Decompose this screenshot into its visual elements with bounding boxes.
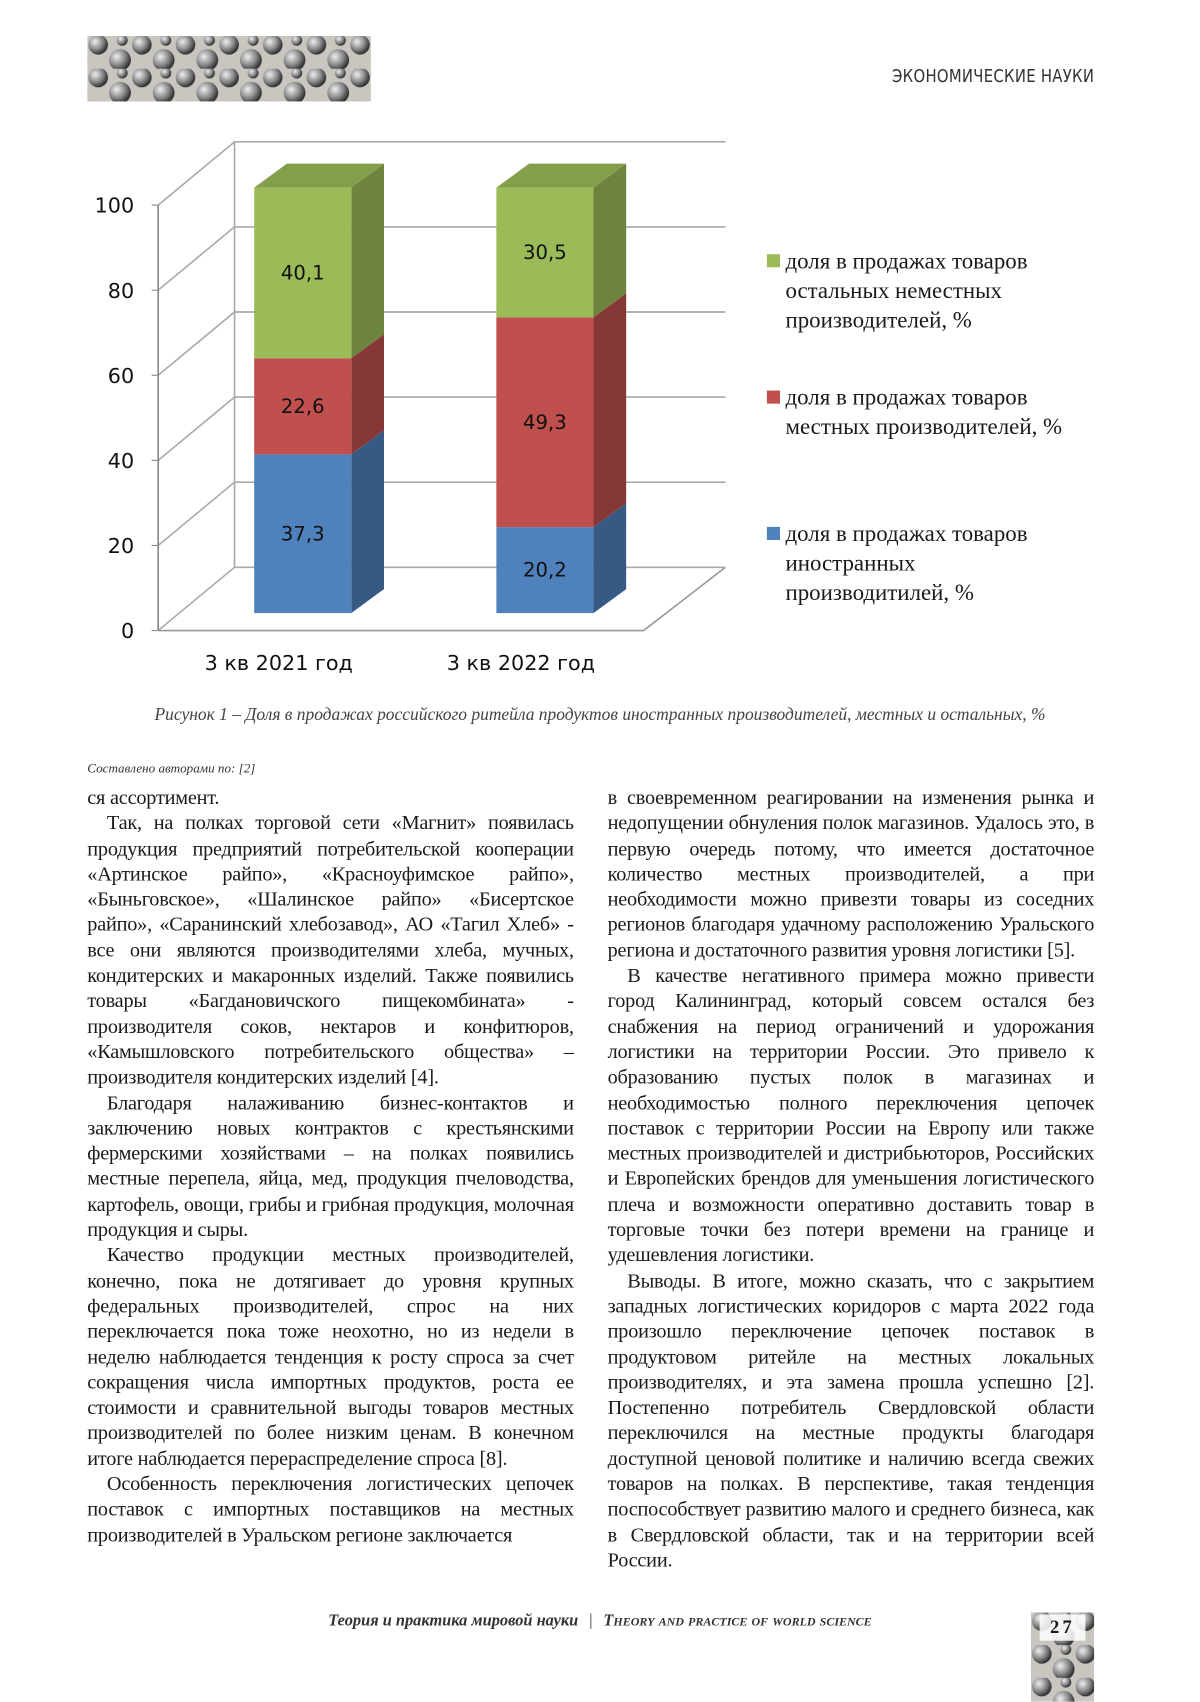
bar-side: [593, 164, 626, 318]
bar-side: [351, 430, 384, 613]
paragraph: в своевременном реагировании на изменени…: [608, 785, 1095, 963]
data-label: 40,1: [281, 261, 325, 284]
text-column: ся ассортимент.Так, на полках торговой с…: [87, 785, 574, 1547]
figure-caption: Рисунок 1 – Доля в продажах российского …: [0, 706, 1200, 726]
x-tick-label: 3 кв 2021 год: [205, 651, 353, 675]
paragraph: Так, на полках торговой сети «Магнит» по…: [87, 811, 574, 1091]
paragraph: Благодаря налаживанию бизнес-контактов и…: [87, 1090, 574, 1242]
legend-label: доля в продажах товаров остальных немест…: [785, 247, 1083, 335]
grid-line: [158, 567, 725, 630]
data-label: 22,6: [281, 395, 325, 418]
grid-line: [158, 397, 725, 460]
x-tick-label: 3 кв 2022 год: [447, 651, 595, 675]
paragraph: Выводы. В итоге, можно сказать, что с за…: [608, 1268, 1095, 1573]
legend-swatch: [767, 527, 780, 540]
legend-label: доля в продажах товаров иностранных прои…: [785, 519, 1083, 607]
data-label: 20,2: [523, 559, 567, 582]
grid-line: [158, 227, 725, 290]
legend-item: доля в продажах товаров местных производ…: [767, 383, 1083, 442]
y-tick-label: 100: [95, 194, 135, 218]
legend-swatch: [767, 391, 780, 404]
paragraph: Качество продукции местных производителе…: [87, 1243, 574, 1472]
legend-item: доля в продажах товаров иностранных прои…: [767, 519, 1083, 607]
y-tick-label: 0: [121, 619, 134, 643]
footer: Теория и практика мировой науки | Theory a…: [0, 1612, 1200, 1631]
data-label: 49,3: [523, 411, 567, 434]
paragraph: В качестве негативного примера можно при…: [608, 963, 1095, 1268]
paragraph: Особенность переключения логистических ц…: [87, 1472, 574, 1548]
grid-line: [158, 142, 725, 205]
y-tick-label: 20: [108, 534, 134, 558]
grid-line: [158, 312, 725, 375]
journal-ru: Теория и практика мировой науки: [328, 1612, 578, 1629]
legend-label: доля в продажах товаров местных производ…: [785, 383, 1083, 442]
legend-swatch: [767, 254, 780, 267]
data-label: 30,5: [523, 241, 567, 264]
data-label: 37,3: [281, 522, 325, 545]
text-column: в своевременном реагировании на изменени…: [608, 785, 1095, 1573]
y-tick-label: 60: [108, 364, 134, 388]
bar-side: [593, 293, 626, 527]
journal-en: Theory and practice of world science: [603, 1612, 871, 1629]
legend-item: доля в продажах товаров остальных немест…: [767, 247, 1083, 335]
figure-source: Составлено авторами по: [2]: [87, 760, 255, 776]
floor-line: [158, 567, 725, 630]
grid-line: [158, 482, 725, 545]
page-number: 27: [1031, 1617, 1094, 1639]
header-ornament: [87, 36, 371, 101]
bar-side: [351, 164, 384, 359]
section-title: ЭКОНОМИЧЕСКИЕ НАУКИ: [892, 65, 1094, 86]
page-number-box: 27: [1031, 1612, 1094, 1701]
y-tick-label: 40: [108, 449, 134, 473]
paragraph: ся ассортимент.: [87, 785, 574, 810]
separator: |: [589, 1612, 592, 1629]
y-tick-label: 80: [108, 279, 134, 303]
